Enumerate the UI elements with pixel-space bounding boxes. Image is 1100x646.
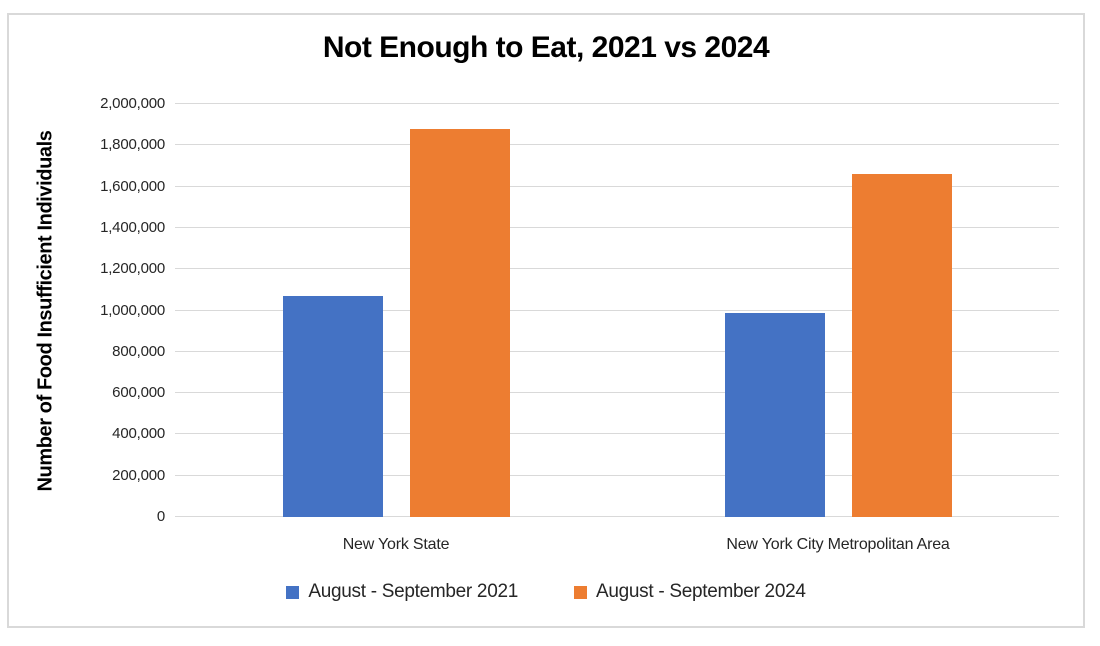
legend-label: August - September 2021 bbox=[308, 581, 518, 602]
chart-title: Not Enough to Eat, 2021 vs 2024 bbox=[322, 31, 770, 64]
legend-item: August - September 2024 bbox=[574, 581, 806, 603]
gridline bbox=[175, 516, 1059, 517]
gridline bbox=[175, 103, 1059, 104]
bar bbox=[409, 128, 510, 517]
x-axis-category-label: New York City Metropolitan Area bbox=[726, 536, 950, 553]
y-axis-tick-label: 600,000 bbox=[112, 384, 165, 402]
legend: August - September 2021 August - Septembe… bbox=[7, 581, 1085, 603]
y-axis-tick-label: 0 bbox=[156, 508, 165, 525]
gridline bbox=[175, 226, 1059, 228]
y-axis-tick-label: 800,000 bbox=[112, 342, 165, 360]
y-axis-tick-label: 1,600,000 bbox=[100, 177, 165, 195]
y-axis-tick-label: 1,800,000 bbox=[100, 136, 165, 154]
gridline bbox=[175, 144, 1059, 146]
legend-swatch bbox=[574, 585, 587, 599]
gridline bbox=[175, 185, 1059, 187]
plot-area bbox=[175, 103, 1059, 517]
bar-groups bbox=[175, 104, 1059, 517]
bar-group bbox=[175, 104, 617, 517]
gridline bbox=[175, 350, 1059, 352]
gridline bbox=[175, 474, 1059, 476]
bar-group bbox=[617, 104, 1059, 517]
legend-label: August - September 2024 bbox=[596, 581, 806, 602]
legend-item: August - September 2021 bbox=[286, 581, 518, 603]
bar bbox=[724, 312, 825, 517]
x-axis-category-label: New York State bbox=[342, 536, 450, 553]
y-axis-tick-label: 1,200,000 bbox=[100, 260, 165, 278]
y-axis-tick-label: 1,400,000 bbox=[100, 218, 165, 236]
y-axis-tick-label: 200,000 bbox=[112, 466, 165, 484]
y-axis-tick-label: 2,000,000 bbox=[100, 95, 165, 112]
gridline bbox=[175, 433, 1059, 435]
bar bbox=[282, 296, 383, 517]
gridline bbox=[175, 309, 1059, 311]
gridline bbox=[175, 392, 1059, 394]
bar bbox=[851, 174, 952, 517]
legend-swatch bbox=[286, 585, 300, 599]
gridline bbox=[175, 268, 1059, 270]
y-axis-tick-label: 1,000,000 bbox=[100, 301, 165, 319]
y-axis-tick-label: 400,000 bbox=[112, 425, 165, 443]
